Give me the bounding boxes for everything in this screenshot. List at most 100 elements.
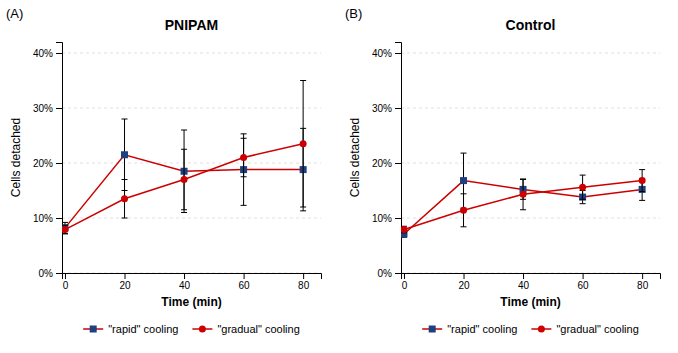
y-tick: 0%: [39, 268, 62, 279]
legend-swatch-marker: [429, 326, 436, 333]
x-tick-label: 0: [63, 280, 69, 291]
series-line: [65, 144, 303, 230]
point: [62, 226, 68, 233]
error-bar: [241, 138, 247, 177]
y-tick-mark: [56, 163, 62, 164]
y-tick-mark: [395, 108, 401, 109]
x-tick-label: 20: [458, 280, 470, 291]
grid-line: [401, 53, 660, 54]
data-layer: [62, 81, 307, 234]
x-axis-title: Time (min): [161, 295, 221, 309]
legend-label: "rapid" cooling: [108, 323, 178, 335]
panel: 0204060800%10%20%30%40%Time (min)Cells d…: [345, 6, 661, 335]
error-bar: [520, 179, 526, 210]
point: [240, 154, 247, 161]
y-tick-mark: [395, 273, 401, 274]
y-tick: 30%: [33, 103, 62, 114]
x-tick: 0: [402, 273, 408, 291]
grid: [62, 53, 321, 273]
x-axis: 020406080: [402, 273, 661, 291]
x-tick-mark: [583, 273, 584, 279]
error-bar: [461, 194, 467, 227]
error-bar: [639, 170, 645, 192]
legend: "rapid" cooling "gradual" cooling: [422, 323, 639, 335]
error-bar: [122, 180, 128, 219]
y-tick-mark: [56, 273, 62, 274]
y-tick: 30%: [372, 103, 401, 114]
y-tick: 40%: [33, 48, 62, 59]
y-axis-title: Cells detached: [348, 118, 362, 197]
series: [401, 170, 646, 233]
y-tick-label: 30%: [33, 103, 53, 114]
y-tick-mark: [56, 53, 62, 54]
point: [121, 151, 128, 158]
y-tick: 40%: [372, 48, 401, 59]
error-bar: [62, 225, 68, 234]
x-tick: 80: [637, 273, 649, 291]
y-tick-mark: [56, 218, 62, 219]
y-tick-label: 20%: [372, 158, 392, 169]
x-tick-label: 80: [298, 280, 310, 291]
y-tick-label: 0%: [378, 268, 393, 279]
point: [520, 191, 527, 198]
y-axis-title: Cells detached: [9, 118, 23, 197]
legend-label: "gradual" cooling: [217, 323, 299, 335]
legend-item: "rapid" cooling: [422, 323, 517, 335]
y-tick-label: 0%: [39, 268, 54, 279]
y-axis: 0%10%20%30%40%: [33, 43, 63, 279]
grid-line: [401, 163, 660, 164]
x-tick-mark: [404, 273, 405, 279]
x-tick: 60: [239, 273, 251, 291]
y-tick-mark: [56, 108, 62, 109]
y-tick: 0%: [378, 268, 401, 279]
point: [579, 184, 586, 191]
legend-item: "rapid" cooling: [83, 323, 178, 335]
error-bar: [181, 130, 187, 213]
panel-label: (A): [6, 6, 23, 21]
y-axis-line: [395, 43, 402, 274]
x-axis-line: [402, 274, 661, 280]
legend-swatch-marker: [538, 326, 545, 333]
y-tick-label: 20%: [33, 158, 53, 169]
y-tick-mark: [395, 53, 401, 54]
legend-item: "gradual" cooling: [531, 323, 638, 335]
point: [460, 207, 467, 214]
panel: 0204060800%10%20%30%40%Time (min)Cells d…: [6, 6, 322, 335]
x-tick-mark: [303, 273, 304, 279]
x-tick-mark: [184, 273, 185, 279]
point: [121, 195, 128, 202]
legend-item: "gradual" cooling: [192, 323, 299, 335]
series: [62, 81, 307, 234]
grid: [401, 53, 660, 273]
y-tick: 20%: [33, 158, 62, 169]
x-tick: 60: [578, 273, 590, 291]
error-bar: [181, 149, 187, 210]
x-tick-mark: [464, 273, 465, 279]
y-tick-label: 40%: [33, 48, 53, 59]
x-axis: 020406080: [63, 273, 322, 291]
panel-label: (B): [345, 6, 362, 21]
point: [460, 177, 467, 184]
x-tick-mark: [244, 273, 245, 279]
y-tick: 10%: [372, 213, 401, 224]
y-axis-line: [56, 43, 63, 274]
plot-area: 0204060800%10%20%30%40%Time (min)Cells d…: [345, 6, 661, 335]
x-tick-label: 0: [402, 280, 408, 291]
legend-swatch-marker: [90, 326, 97, 333]
grid-line: [62, 108, 321, 109]
legend: "rapid" cooling "gradual" cooling: [83, 323, 300, 335]
x-tick: 0: [63, 273, 69, 291]
grid-line: [62, 53, 321, 54]
series: [62, 119, 307, 233]
legend-label: "gradual" cooling: [556, 323, 638, 335]
x-tick: 40: [179, 273, 191, 291]
error-bar: [401, 226, 407, 233]
x-tick: 20: [458, 273, 470, 291]
error-bar: [241, 134, 247, 206]
y-tick-mark: [395, 218, 401, 219]
point: [639, 177, 646, 184]
legend-swatch-marker: [199, 326, 206, 333]
chart-title: PNIPAM: [165, 17, 218, 33]
x-tick-label: 60: [578, 280, 590, 291]
chart-title: Control: [506, 17, 556, 33]
